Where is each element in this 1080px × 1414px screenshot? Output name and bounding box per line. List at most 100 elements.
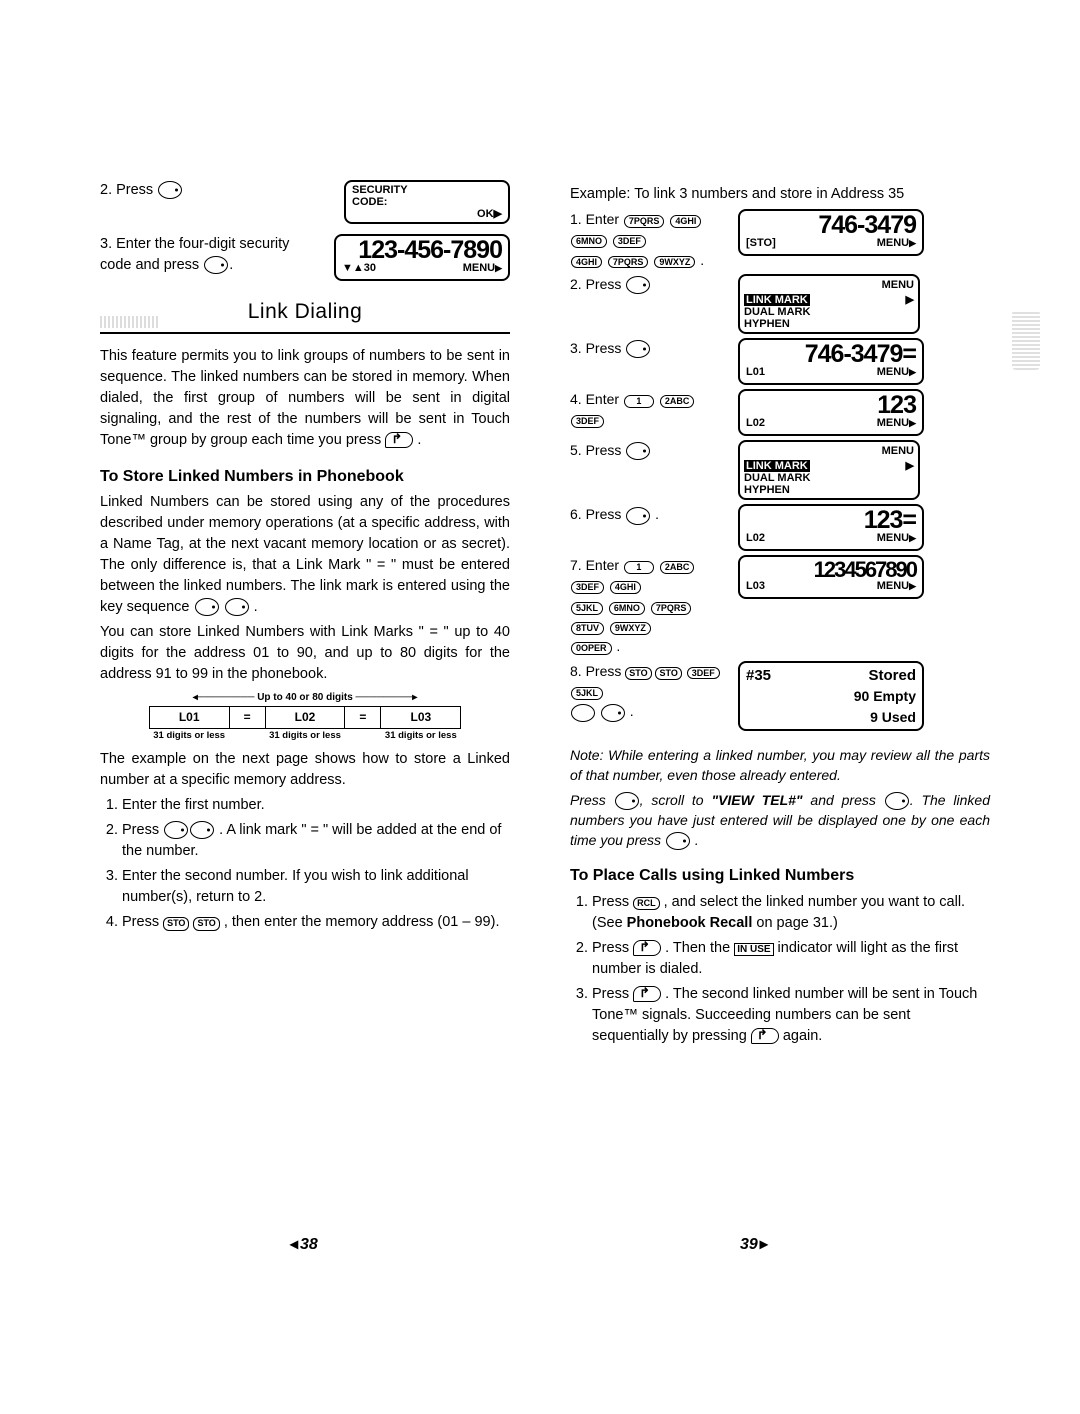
store-steps: Enter the first number. Press . A link m…: [100, 795, 510, 933]
fn-key-icon: [885, 792, 909, 810]
lcd-line: DUAL MARK: [744, 472, 914, 484]
view-tel-label: "VIEW TEL#": [711, 792, 802, 808]
step-item: Enter the first number.: [122, 795, 510, 816]
note-block: Note: While entering a linked number, yo…: [570, 745, 990, 850]
note1: Note: While entering a linked number, yo…: [570, 745, 990, 786]
step-item: Press . The second linked number will be…: [592, 984, 990, 1047]
fn-key-icon: [601, 704, 625, 722]
fn-key-icon: [626, 442, 650, 460]
lcd-ex2: MENU LINK MARK ▶ DUAL MARK HYPHEN: [738, 274, 920, 334]
keypad-key: 3DEF: [571, 581, 604, 594]
fn-key-icon: [615, 792, 639, 810]
example-step-1: 1. Enter 7PQRS 4GHI 6MNO 3DEF 4GHI 7PQRS…: [570, 209, 990, 270]
store-paragraph: Linked Numbers can be stored using any o…: [100, 492, 510, 618]
keypad-key: 4GHI: [571, 256, 602, 269]
lcd-ex1: 746-3479 [STO]MENU: [738, 209, 924, 256]
table-note: 31 digits or less: [381, 728, 461, 742]
table-cell: L01: [149, 706, 229, 728]
lcd-ex7: 1234567890 L03MENU: [738, 555, 924, 599]
lcd-foot-left: L03: [746, 579, 765, 595]
keypad-key: 7PQRS: [624, 215, 665, 228]
lcd-line: HYPHEN: [744, 318, 914, 330]
lcd-line: CODE:: [352, 196, 502, 208]
send-key-icon: [633, 940, 661, 956]
example-step-7: 7. Enter 1 2ABC 3DEF 4GHI 5JKL 6MNO 7PQR…: [570, 555, 990, 656]
lcd-digits: 1234567890: [746, 559, 916, 581]
step3-label: 3. Enter the four-digit security code an…: [100, 236, 289, 273]
lcd-foot-left: L01: [746, 365, 765, 381]
page-spread: 2. Press SECURITY CODE: OK▶ 3. Enter the…: [0, 0, 1080, 1091]
example-lead: The example on the next page shows how t…: [100, 749, 510, 791]
intro-text: This feature permits you to link groups …: [100, 348, 510, 448]
lcd-foot-left: ▼▲30: [342, 261, 376, 277]
place-steps: Press RCL , and select the linked number…: [570, 892, 990, 1047]
lcd-foot-right: MENU: [877, 531, 916, 547]
stored-used: 9 Used: [746, 707, 916, 727]
note2: Press , scroll to "VIEW TEL#" and press …: [570, 790, 990, 851]
keypad-key: 6MNO: [609, 602, 645, 615]
table-cell: L02: [265, 706, 345, 728]
lcd-foot-right: MENU: [877, 416, 916, 432]
lcd-foot-right: MENU: [877, 365, 916, 381]
lcd-ex6: 123= L02 MENU: [738, 504, 924, 551]
lcd-line: HYPHEN: [744, 484, 914, 496]
keypad-key: 4GHI: [610, 581, 641, 594]
intro-paragraph: This feature permits you to link groups …: [100, 346, 510, 451]
para2-text: Linked Numbers can be stored using any o…: [100, 494, 510, 615]
lcd-digits: 746-3479: [746, 213, 916, 238]
lcd-digits: 123=: [746, 508, 916, 533]
example-step-6: 6. Press . 123= L02MENU: [570, 504, 990, 551]
lcd-digits: 123: [746, 393, 916, 418]
rcl-key-icon: RCL: [633, 897, 660, 911]
page-38: 2. Press SECURITY CODE: OK▶ 3. Enter the…: [100, 180, 510, 1051]
fn-key-icon: [626, 507, 650, 525]
example-intro: Example: To link 3 numbers and store in …: [570, 184, 990, 205]
page-number-left: 38: [290, 1234, 318, 1254]
fn-key-icon: [626, 340, 650, 358]
step-item: Press STO STO , then enter the memory ad…: [122, 912, 510, 933]
keypad-key: 1: [624, 561, 654, 574]
step-item: Press . Then the IN USE indicator will l…: [592, 938, 990, 980]
ex8-label: 8. Press: [570, 663, 621, 679]
lcd-ex5: MENU LINK MARK ▶ DUAL MARK HYPHEN: [738, 440, 920, 500]
inuse-indicator: IN USE: [734, 943, 773, 956]
example-step-2: 2. Press MENU LINK MARK ▶ DUAL MARK HYPH…: [570, 274, 990, 334]
fn-key-icon: [626, 276, 650, 294]
example-step-4: 4. Enter 1 2ABC 3DEF 123 L02MENU: [570, 389, 990, 436]
step-item: Press . A link mark " = " will be added …: [122, 820, 510, 862]
keypad-key: 9WXYZ: [610, 622, 651, 635]
example-step-5: 5. Press MENU LINK MARK ▶ DUAL MARK HYPH…: [570, 440, 990, 500]
table-caption-top: ◂──────── Up to 40 or 80 digits ────────…: [149, 691, 460, 706]
keypad-key: 5JKL: [571, 602, 603, 615]
lcd-ex3: 746-3479= L01MENU: [738, 338, 924, 385]
sto-key-icon: STO: [193, 917, 219, 931]
lcd-foot-right: MENU: [877, 236, 916, 252]
fn-key-icon: [666, 832, 690, 850]
step2-label: 2. Press: [100, 182, 153, 198]
fn-key-icon: [158, 181, 182, 199]
lcd-menu: MENU: [744, 278, 914, 294]
step-item: Enter the second number. If you wish to …: [122, 866, 510, 908]
digits-table: ◂──────── Up to 40 or 80 digits ────────…: [149, 691, 461, 743]
step-3-row: 3. Enter the four-digit security code an…: [100, 234, 510, 281]
lcd-foot-left: L02: [746, 531, 765, 547]
send-key-icon: [633, 986, 661, 1002]
table-cell: =: [229, 706, 265, 728]
ex7-label: 7. Enter: [570, 557, 619, 573]
round-key-icon: [571, 704, 595, 722]
table-cell: L03: [381, 706, 461, 728]
page-edge-mark: [1012, 310, 1040, 370]
lcd-sel: LINK MARK: [744, 460, 810, 472]
table-cell: =: [345, 706, 381, 728]
keypad-key: 0OPER: [571, 642, 612, 655]
fn-key-icon: [204, 256, 228, 274]
lcd-foot-right: MENU: [463, 261, 502, 277]
lcd-stored: #35Stored 90 Empty 9 Used: [738, 661, 924, 731]
lcd-line: SECURITY: [352, 184, 502, 196]
lcd-code-entered: 123-456-7890 ▼▲30 MENU: [334, 234, 510, 281]
stored-addr: #35: [746, 665, 771, 687]
ex5-label: 5. Press: [570, 442, 621, 458]
section-title: Link Dialing: [100, 295, 510, 333]
sto-key-icon: STO: [163, 917, 189, 931]
stored-empty: 90 Empty: [746, 686, 916, 706]
